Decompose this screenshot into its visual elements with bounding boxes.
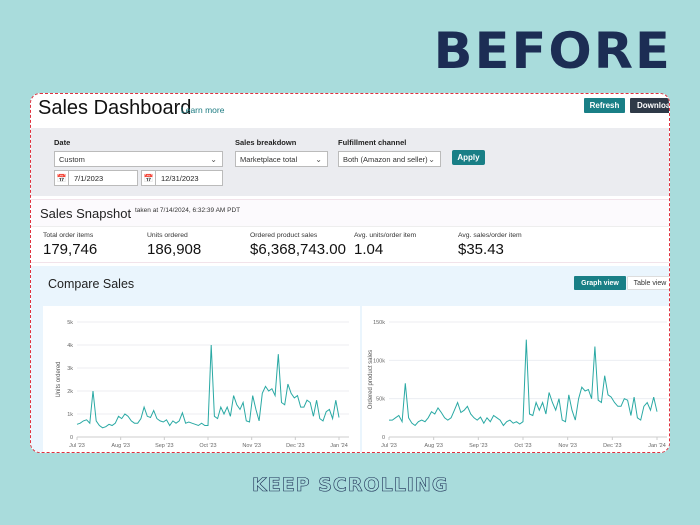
x-tick-label: Jul '23	[381, 443, 397, 449]
x-tick-label: Dec '23	[286, 443, 304, 449]
series-line	[389, 339, 658, 427]
metric-value: 179,746	[43, 241, 98, 258]
x-tick-label: Oct '23	[514, 443, 531, 449]
calendar-icon[interactable]: 📅	[142, 171, 156, 185]
units-ordered-chart: 0 1k 2k 3k 4k 5k Jul '23 Aug '23 Sep '23 Oct '23 N…	[43, 306, 360, 452]
x-tick-label: Sep '23	[155, 443, 173, 449]
y-tick-label: 5k	[67, 320, 73, 326]
download-button[interactable]: Download	[630, 98, 669, 113]
refresh-button[interactable]: Refresh	[584, 98, 625, 113]
metric-label: Ordered product sales	[250, 232, 318, 239]
y-tick-label: 1k	[67, 412, 73, 418]
y-tick-label: 3k	[67, 366, 73, 372]
breakdown-value: Marketplace total	[240, 154, 298, 164]
apply-button[interactable]: Apply	[452, 150, 485, 165]
fulfillment-label: Fulfillment channel	[338, 138, 407, 147]
start-date-value: 7/1/2023	[74, 173, 104, 183]
keep-scrolling-banner: KEEP SCROLLING	[252, 474, 449, 497]
x-tick-label: Jan '24	[648, 443, 666, 449]
graph-view-button[interactable]: Graph view	[574, 276, 626, 290]
y-tick-label: 0	[70, 435, 73, 441]
before-banner: BEFORE	[433, 22, 672, 80]
y-tick-label: 100k	[373, 358, 385, 364]
series-line	[76, 344, 340, 429]
fulfillment-select[interactable]: Both (Amazon and seller) ⌄	[338, 151, 441, 167]
metric-value: $6,368,743.00	[250, 241, 346, 258]
x-tick-label: Aug '23	[424, 443, 442, 449]
x-tick-label: Nov '23	[242, 443, 260, 449]
chevron-down-icon: ⌄	[315, 154, 322, 164]
snapshot-timestamp: taken at 7/14/2024, 6:32:39 AM PDT	[135, 207, 241, 214]
compare-title: Compare Sales	[48, 277, 135, 291]
calendar-icon[interactable]: 📅	[55, 171, 69, 185]
x-tick-label: Oct '23	[199, 443, 216, 449]
metric-label: Avg. units/order item	[354, 232, 417, 239]
learn-more-link[interactable]: Learn more	[181, 105, 225, 115]
breakdown-label: Sales breakdown	[235, 138, 297, 147]
page-title: Sales Dashboard	[38, 97, 192, 119]
snapshot-title: Sales Snapshot	[40, 206, 132, 221]
y-axis-label: Ordered product sales	[368, 350, 374, 409]
x-tick-label: Nov '23	[558, 443, 576, 449]
x-tick-label: Aug '23	[111, 443, 129, 449]
y-tick-label: 2k	[67, 389, 73, 395]
date-select-value: Custom	[59, 154, 85, 164]
y-axis-label: Units ordered	[56, 361, 62, 397]
table-view-button[interactable]: Table view	[627, 276, 669, 290]
y-tick-label: 150k	[373, 320, 385, 326]
end-date-input[interactable]: 📅 12/31/2023	[141, 170, 223, 186]
y-tick-label: 4k	[67, 343, 73, 349]
chevron-down-icon: ⌄	[428, 154, 435, 164]
y-tick-label: 0	[382, 435, 385, 441]
start-date-input[interactable]: 📅 7/1/2023	[54, 170, 138, 186]
dashboard-screenshot: Sales Dashboard Learn more Refresh Downl…	[30, 93, 670, 453]
metric-value: $35.43	[458, 241, 504, 258]
metric-label: Units ordered	[147, 232, 188, 239]
x-tick-label: Sep '23	[469, 443, 487, 449]
snapshot-header: Sales Snapshot taken at 7/14/2024, 6:32:…	[31, 200, 669, 227]
date-select[interactable]: Custom ⌄	[54, 151, 223, 167]
sales-snapshot: Sales Snapshot taken at 7/14/2024, 6:32:…	[31, 199, 669, 263]
x-tick-label: Dec '23	[603, 443, 621, 449]
metric-value: 1.04	[354, 241, 384, 258]
metric-label: Total order items	[43, 232, 94, 239]
ordered-sales-chart: 0 50k 100k 150k Jul '23 Aug '23 Sep '23 Oct '23…	[362, 306, 669, 452]
date-label: Date	[54, 138, 71, 147]
x-tick-label: Jul '23	[69, 443, 85, 449]
y-tick-label: 50k	[376, 397, 385, 403]
filter-panel: Date Custom ⌄ 📅 7/1/2023 📅 12/31/2023 Sales…	[31, 128, 669, 196]
x-tick-label: Jan '24	[330, 443, 348, 449]
metric-value: 186,908	[147, 241, 202, 258]
end-date-value: 12/31/2023	[161, 173, 199, 183]
breakdown-select[interactable]: Marketplace total ⌄	[235, 151, 328, 167]
metric-label: Avg. sales/order item	[458, 232, 522, 239]
fulfillment-value: Both (Amazon and seller)	[343, 154, 428, 164]
chevron-down-icon: ⌄	[210, 154, 217, 164]
compare-sales-panel: Compare Sales Graph view Table view 0 1k 2…	[31, 266, 669, 452]
